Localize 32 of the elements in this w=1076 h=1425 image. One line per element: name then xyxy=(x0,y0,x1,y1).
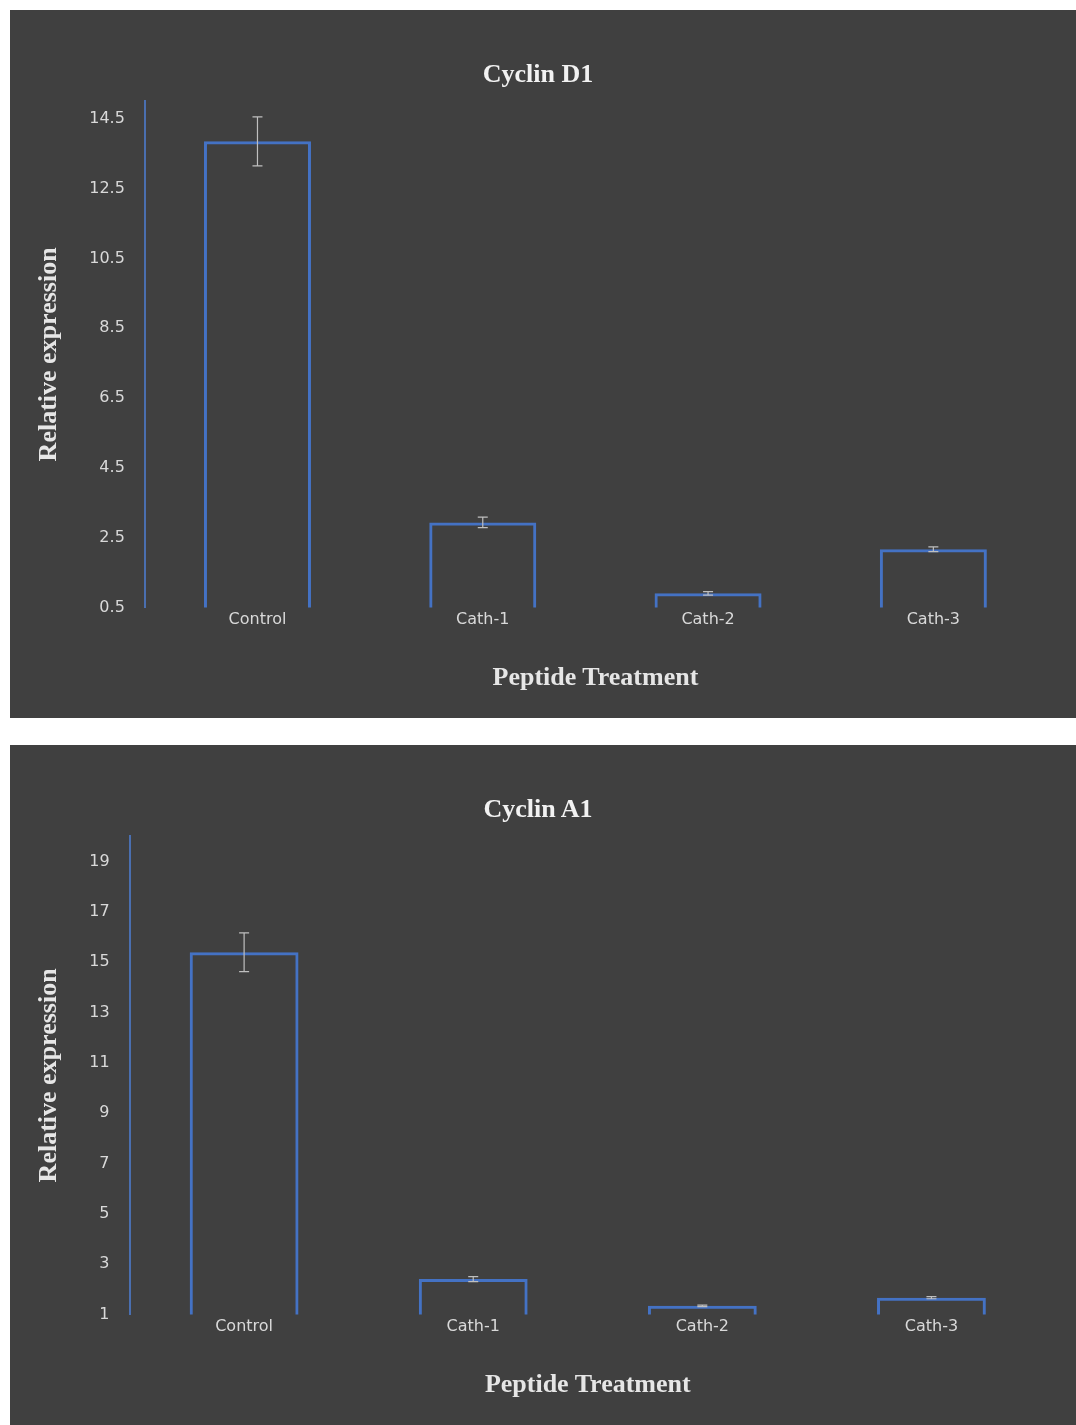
y-tick-label: 9 xyxy=(99,1102,110,1122)
x-tick-label: Cath-1 xyxy=(446,1316,500,1336)
y-tick-label: 0.5 xyxy=(99,596,125,616)
y-tick-label: 5 xyxy=(99,1203,110,1223)
y-tick-label: 4.5 xyxy=(99,457,125,477)
y-tick-label: 15 xyxy=(89,951,110,971)
y-tick-label: 7 xyxy=(99,1152,110,1172)
y-axis-title: Relative expression xyxy=(33,967,63,1183)
x-tick-label: Cath-3 xyxy=(906,609,961,629)
y-tick-label: 19 xyxy=(89,850,110,870)
y-axis-title: Relative expression xyxy=(33,246,63,462)
y-tick-label: 12.5 xyxy=(89,177,125,197)
y-tick-label: 1 xyxy=(99,1303,110,1323)
y-tick-label: 14.5 xyxy=(89,107,125,127)
chart-title: Cyclin A1 xyxy=(483,794,593,824)
y-tick-label: 10.5 xyxy=(89,247,125,267)
y-tick-label: 17 xyxy=(89,900,110,920)
x-tick-label: Control xyxy=(228,609,287,629)
x-tick-label: Cath-1 xyxy=(456,609,510,629)
x-tick-label: Cath-2 xyxy=(675,1316,730,1336)
y-tick-label: 6.5 xyxy=(99,387,125,407)
x-axis-title: Peptide Treatment xyxy=(492,662,699,692)
x-axis-title: Peptide Treatment xyxy=(484,1369,692,1399)
x-tick-label: Control xyxy=(215,1316,274,1336)
y-tick-label: 3 xyxy=(99,1253,110,1273)
y-tick-label: 2.5 xyxy=(99,526,125,546)
x-tick-label: Cath-2 xyxy=(681,609,735,629)
y-tick-label: 13 xyxy=(89,1001,110,1021)
x-tick-label: Cath-3 xyxy=(904,1316,959,1336)
y-tick-label: 8.5 xyxy=(99,317,125,337)
y-tick-label: 11 xyxy=(89,1051,110,1071)
chart-title: Cyclin D1 xyxy=(482,59,594,89)
